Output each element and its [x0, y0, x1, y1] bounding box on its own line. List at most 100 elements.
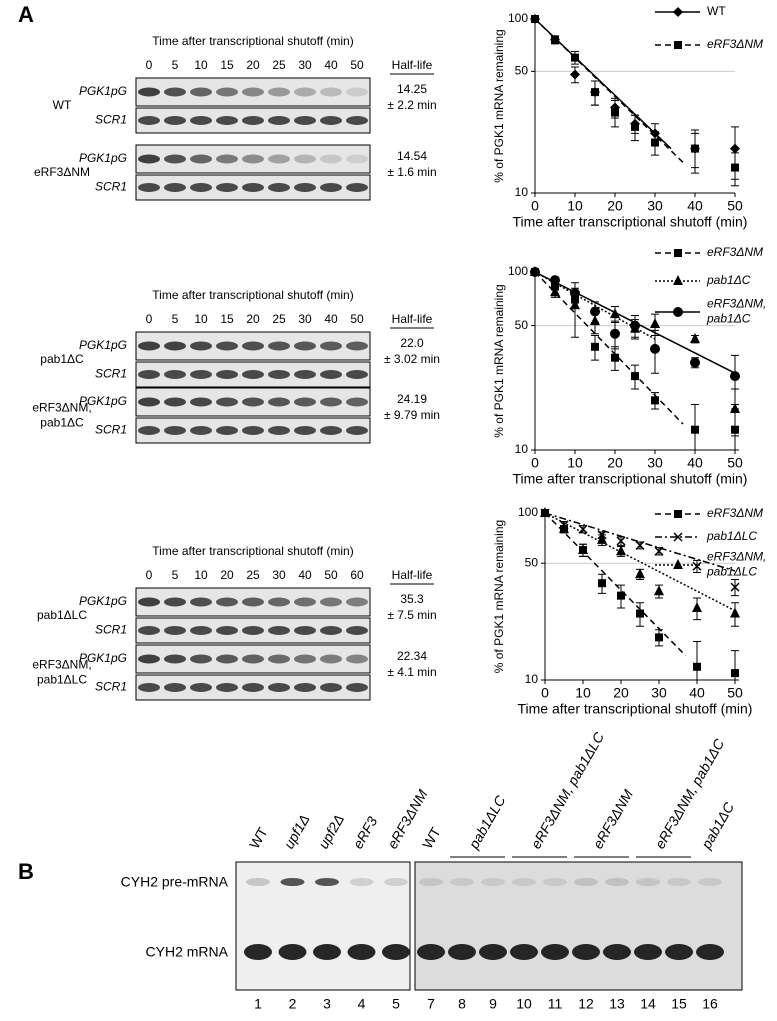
row-label: SCR1 — [95, 423, 127, 437]
legend-label: WT — [707, 4, 726, 18]
time-label: 50 — [350, 58, 364, 72]
marker — [691, 425, 699, 434]
legend-label: eRF3ΔNM — [707, 245, 763, 259]
time-label: 10 — [194, 568, 208, 582]
x-axis-label: Time after transcriptional shutoff (min) — [518, 701, 753, 717]
legend-label: pab1ΔC — [706, 273, 751, 287]
band — [216, 683, 238, 692]
panel-label: B — [18, 859, 34, 884]
band — [268, 154, 290, 164]
band — [164, 183, 186, 192]
marker — [611, 108, 619, 117]
band — [138, 626, 160, 635]
band — [246, 878, 270, 886]
time-label: 5 — [172, 312, 179, 326]
band — [382, 944, 410, 960]
row-label: PGK1pG — [79, 338, 127, 352]
band — [636, 878, 660, 886]
band — [164, 597, 186, 607]
row-label: SCR1 — [95, 623, 127, 637]
band — [244, 944, 272, 960]
band — [320, 683, 342, 692]
band — [268, 87, 290, 97]
lane-number: 2 — [289, 996, 297, 1012]
x-tick-label: 20 — [607, 455, 623, 471]
row-label: CYH2 pre-mRNA — [121, 874, 229, 890]
y-axis-label: % of PGK1 mRNA remaining — [492, 520, 506, 673]
marker — [597, 533, 607, 544]
marker — [570, 299, 580, 310]
time-label: 25 — [246, 568, 260, 582]
band — [603, 944, 631, 960]
strain-label: pab1ΔC — [40, 352, 84, 366]
time-label: 20 — [220, 568, 234, 582]
marker — [616, 545, 626, 556]
band — [320, 154, 342, 164]
band — [242, 183, 264, 192]
marker — [730, 143, 740, 154]
band — [280, 878, 305, 886]
marker — [571, 53, 579, 62]
row-label: SCR1 — [95, 113, 127, 127]
time-label: 40 — [324, 58, 338, 72]
x-axis-label: Time after transcriptional shutoff (min) — [513, 214, 748, 230]
x-tick-label: 40 — [689, 685, 705, 701]
band — [320, 116, 342, 125]
band — [216, 183, 238, 192]
x-tick-label: 50 — [727, 198, 743, 214]
band — [268, 683, 290, 692]
panel-label: A — [18, 2, 34, 27]
time-label: 50 — [350, 312, 364, 326]
marker — [655, 633, 663, 642]
band — [294, 87, 316, 97]
band — [294, 341, 316, 351]
half-life-header: Half-life — [392, 312, 433, 326]
half-life: ± 1.6 min — [387, 165, 436, 179]
strain-label: eRF3ΔNM — [34, 165, 90, 179]
blot-header: Time after transcriptional shutoff (min) — [152, 544, 353, 558]
band — [574, 878, 598, 886]
time-label: 15 — [220, 58, 234, 72]
marker — [691, 144, 699, 153]
x-tick-label: 40 — [687, 198, 703, 214]
time-label: 40 — [324, 312, 338, 326]
band — [320, 426, 342, 435]
band — [268, 116, 290, 125]
band — [268, 654, 290, 664]
trend-line — [544, 512, 736, 572]
marker — [654, 546, 664, 556]
time-label: 60 — [350, 568, 364, 582]
lane-number: 5 — [392, 996, 400, 1012]
band — [138, 683, 160, 692]
band — [346, 154, 368, 164]
legend-marker — [673, 275, 683, 285]
band — [138, 597, 160, 607]
band — [347, 944, 376, 960]
marker — [540, 507, 550, 517]
trend-line — [534, 18, 684, 163]
band — [479, 944, 507, 960]
blot-header: Time after transcriptional shutoff (min) — [152, 288, 353, 302]
band — [164, 370, 186, 379]
band — [164, 683, 186, 692]
half-life: ± 2.2 min — [387, 98, 436, 112]
row-label: PGK1pG — [79, 651, 127, 665]
legend-label: eRF3ΔNM, pab1ΔC — [706, 297, 766, 326]
marker — [650, 318, 660, 329]
band — [294, 426, 316, 435]
band — [320, 397, 342, 407]
band — [164, 397, 186, 407]
band — [572, 944, 600, 960]
marker — [617, 591, 625, 600]
half-life: 14.54 — [397, 149, 427, 163]
row-label: SCR1 — [95, 367, 127, 381]
time-label: 5 — [172, 58, 179, 72]
band — [417, 944, 445, 960]
x-tick-label: 30 — [647, 455, 663, 471]
legend-label: eRF3ΔNM — [707, 506, 763, 520]
trend-line — [544, 512, 687, 657]
band — [138, 87, 160, 97]
time-label: 0 — [146, 312, 153, 326]
band — [190, 654, 212, 664]
time-label: 25 — [272, 312, 286, 326]
